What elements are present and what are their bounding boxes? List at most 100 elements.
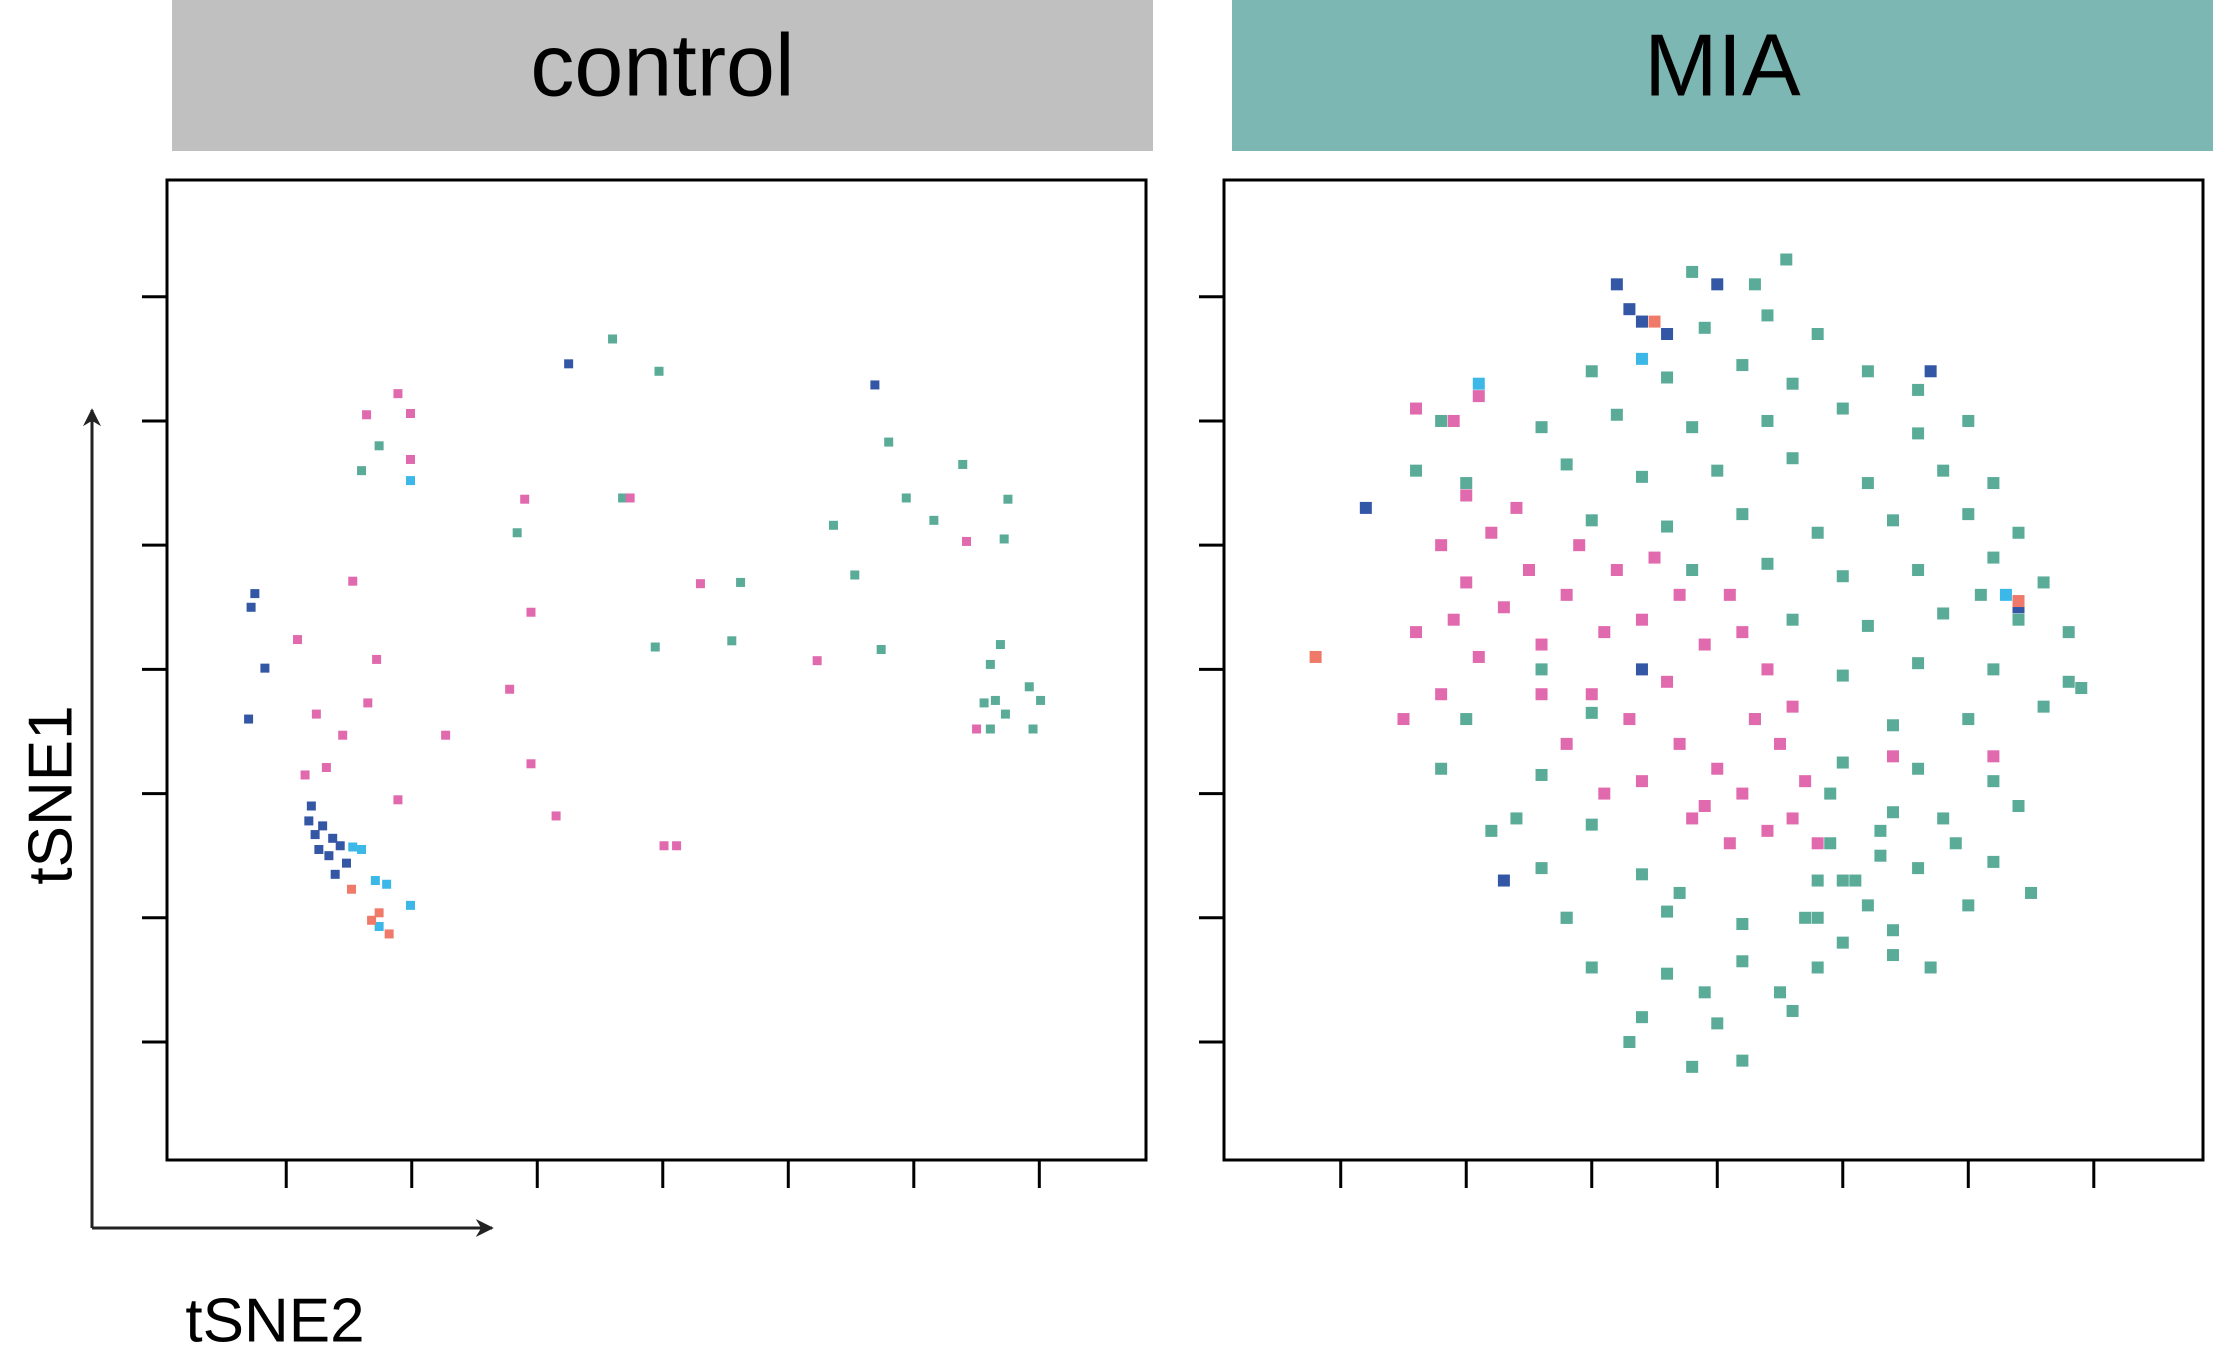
point: [372, 654, 382, 664]
point: [1497, 874, 1510, 887]
point: [357, 466, 367, 476]
point: [1410, 464, 1423, 477]
point: [1686, 421, 1699, 434]
point: [1359, 501, 1372, 514]
point: [1924, 365, 1937, 378]
point: [2037, 576, 2050, 589]
point: [1410, 402, 1423, 415]
point: [1585, 818, 1598, 831]
point: [1635, 352, 1648, 365]
point: [1410, 626, 1423, 639]
point: [1736, 1054, 1749, 1067]
point: [405, 900, 415, 910]
point: [405, 454, 415, 464]
point: [995, 640, 1005, 650]
point: [1598, 787, 1611, 800]
point: [1723, 588, 1736, 601]
point: [1786, 452, 1799, 465]
point: [250, 589, 260, 599]
point: [1673, 886, 1686, 899]
point: [405, 409, 415, 419]
point: [526, 759, 536, 769]
point: [1962, 414, 1975, 427]
point: [876, 645, 886, 655]
point: [1761, 663, 1774, 676]
point: [1849, 874, 1862, 887]
point: [1686, 265, 1699, 278]
point: [1711, 1017, 1724, 1030]
panel-title: control: [530, 15, 794, 114]
point: [1836, 402, 1849, 415]
point: [1861, 477, 1874, 490]
point: [2075, 682, 2088, 695]
point: [1686, 564, 1699, 577]
point: [1799, 775, 1812, 788]
point: [2037, 700, 2050, 713]
point: [1824, 787, 1837, 800]
point: [1648, 551, 1661, 564]
point: [1497, 601, 1510, 614]
point: [441, 730, 451, 740]
point: [1748, 278, 1761, 291]
point: [828, 520, 838, 530]
point: [1861, 619, 1874, 632]
point: [985, 724, 995, 734]
point: [1874, 824, 1887, 837]
point: [1736, 918, 1749, 931]
panel-title: MIA: [1644, 15, 1801, 114]
point: [1987, 855, 2000, 868]
point: [318, 821, 328, 831]
point: [1661, 520, 1674, 533]
point: [1028, 724, 1038, 734]
point: [512, 528, 522, 538]
point: [1435, 762, 1448, 775]
point: [1987, 775, 2000, 788]
point: [1786, 1004, 1799, 1017]
point: [1962, 899, 1975, 912]
point: [1937, 607, 1950, 620]
point: [341, 858, 351, 868]
point: [1460, 713, 1473, 726]
point: [357, 844, 367, 854]
point: [1987, 477, 2000, 490]
point: [1711, 762, 1724, 775]
point: [1774, 737, 1787, 750]
point: [2012, 613, 2025, 626]
point: [1912, 762, 1925, 775]
point: [2062, 675, 2075, 688]
point: [1736, 787, 1749, 800]
point: [1886, 514, 1899, 527]
point: [1962, 508, 1975, 521]
point: [1598, 626, 1611, 639]
point: [884, 437, 894, 447]
point: [2025, 886, 2038, 899]
point: [1472, 390, 1485, 403]
point: [1748, 713, 1761, 726]
point: [1912, 383, 1925, 396]
point: [1786, 613, 1799, 626]
point: [1585, 514, 1598, 527]
point: [1661, 967, 1674, 980]
point: [1673, 588, 1686, 601]
point: [1886, 750, 1899, 763]
point: [1610, 564, 1623, 577]
point: [1974, 588, 1987, 601]
strip: [172, 0, 1153, 151]
point: [1036, 695, 1046, 705]
point: [1610, 278, 1623, 291]
point: [1585, 706, 1598, 719]
point: [564, 359, 574, 369]
point: [1736, 626, 1749, 639]
point: [1686, 812, 1699, 825]
point: [244, 714, 254, 724]
point: [1836, 936, 1849, 949]
point: [1824, 837, 1837, 850]
point: [1686, 1060, 1699, 1073]
point: [2012, 595, 2025, 608]
point: [1623, 1036, 1636, 1049]
point: [1635, 315, 1648, 328]
point: [812, 656, 822, 666]
point: [1535, 688, 1548, 701]
point: [1485, 824, 1498, 837]
point: [310, 830, 320, 840]
